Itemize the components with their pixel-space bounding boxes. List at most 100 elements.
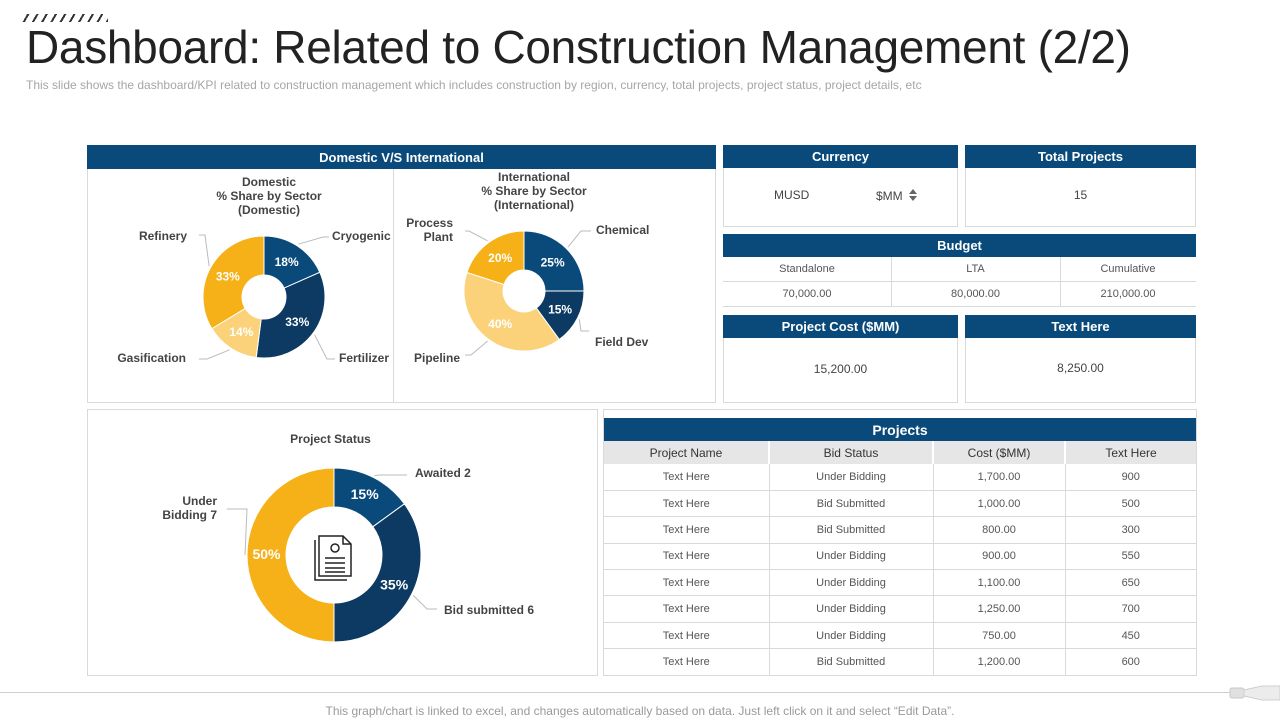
leader-line bbox=[199, 234, 210, 267]
category-label: Bidding 7 bbox=[162, 508, 217, 522]
leader-line bbox=[314, 334, 335, 360]
table-row: Text Here Under Bidding 750.00 450 bbox=[604, 622, 1196, 650]
data-label: 40% bbox=[488, 317, 512, 331]
total-projects-header: Total Projects bbox=[965, 145, 1196, 168]
decorative-hatch bbox=[20, 14, 108, 22]
projects-table: Project Name Bid Status Cost ($MM) Text … bbox=[604, 441, 1196, 676]
plug-icon bbox=[1229, 685, 1280, 701]
table-row: Text Here Under Bidding 1,250.00 700 bbox=[604, 595, 1196, 623]
data-label: 33% bbox=[216, 270, 240, 284]
international-donut-chart: 25% Chemical 15% Field Dev 40% Pipeline 20% Pro… bbox=[406, 216, 649, 365]
category-label: Cryogenic bbox=[332, 229, 391, 243]
col-cost: Cost ($MM) bbox=[933, 441, 1066, 464]
table-cell: Text Here bbox=[604, 622, 770, 650]
data-label: 50% bbox=[252, 546, 281, 562]
domestic-donut-chart: 18% Cryogenic 33% Fertilizer 14% Gasification… bbox=[117, 229, 391, 365]
currency-left-value: MUSD bbox=[774, 188, 810, 202]
panel-divider bbox=[393, 169, 394, 402]
table-cell: 600 bbox=[1065, 648, 1196, 676]
project-cost-header: Project Cost ($MM) bbox=[723, 315, 958, 338]
budget-cumulative-value: 210,000.00 bbox=[1100, 288, 1156, 300]
leader-line bbox=[567, 230, 591, 248]
table-cell: 900.00 bbox=[933, 543, 1066, 571]
table-cell: 800.00 bbox=[933, 516, 1066, 544]
document-icon bbox=[314, 535, 352, 581]
table-cell: 1,200.00 bbox=[933, 648, 1066, 676]
budget-col-cumulative: Cumulative bbox=[1100, 263, 1156, 275]
domestic-international-panel bbox=[87, 145, 716, 403]
leader-line bbox=[465, 230, 488, 242]
budget-col-standalone: Standalone bbox=[779, 263, 835, 275]
leader-line bbox=[578, 319, 589, 332]
currency-selector[interactable]: $MM bbox=[876, 188, 918, 203]
domestic-international-header: Domestic V/S International bbox=[87, 145, 716, 169]
table-cell: Text Here bbox=[604, 543, 770, 571]
table-row: Text Here Under Bidding 1,100.00 650 bbox=[604, 569, 1196, 597]
donut-slice bbox=[523, 230, 585, 292]
table-cell: 650 bbox=[1065, 569, 1196, 597]
col-bid-status: Bid Status bbox=[769, 441, 934, 464]
table-cell: 1,100.00 bbox=[933, 569, 1066, 597]
budget-header: Budget bbox=[723, 234, 1196, 257]
budget-lta-value: 80,000.00 bbox=[951, 288, 1000, 300]
donut-slice bbox=[255, 271, 326, 359]
table-cell: Bid Submitted bbox=[769, 516, 934, 544]
table-row: Text Here Bid Submitted 800.00 300 bbox=[604, 516, 1196, 544]
data-label: 18% bbox=[275, 255, 299, 269]
data-label: 14% bbox=[229, 325, 253, 339]
table-cell: Under Bidding bbox=[769, 464, 934, 491]
table-cell: Bid Submitted bbox=[769, 490, 934, 518]
sort-arrows-icon bbox=[909, 189, 918, 201]
category-label: Plant bbox=[424, 230, 453, 244]
category-label: Awaited 2 bbox=[415, 466, 471, 480]
donut-slice bbox=[202, 235, 265, 330]
category-label: Chemical bbox=[596, 223, 649, 237]
footer-note: This graph/chart is linked to excel, and… bbox=[325, 704, 955, 718]
leader-line bbox=[374, 474, 407, 477]
donut-slice bbox=[246, 467, 335, 643]
table-cell: 750.00 bbox=[933, 622, 1066, 650]
international-title: International % Share by Sector (Interna… bbox=[481, 170, 587, 212]
footer-line bbox=[0, 692, 1230, 693]
leader-line bbox=[199, 349, 230, 360]
budget-col-lta: LTA bbox=[966, 263, 985, 275]
table-cell: Under Bidding bbox=[769, 622, 934, 650]
table-cell: Text Here bbox=[604, 516, 770, 544]
text-here-value: 8,250.00 bbox=[1057, 361, 1104, 375]
leader-line bbox=[412, 595, 437, 610]
table-cell: Text Here bbox=[604, 595, 770, 623]
category-label: Field Dev bbox=[595, 335, 649, 349]
table-cell: Text Here bbox=[604, 648, 770, 676]
budget-bottom-border bbox=[723, 306, 1196, 307]
project-cost-value: 15,200.00 bbox=[813, 362, 868, 376]
col-project-name: Project Name bbox=[604, 441, 770, 464]
table-cell: 1,250.00 bbox=[933, 595, 1066, 623]
data-label: 35% bbox=[380, 577, 409, 593]
data-label: 15% bbox=[548, 302, 572, 316]
donut-slice bbox=[333, 503, 422, 643]
table-row: Text Here Bid Submitted 1,000.00 500 bbox=[604, 490, 1196, 518]
table-cell: 300 bbox=[1065, 516, 1196, 544]
table-cell: 700 bbox=[1065, 595, 1196, 623]
budget-row-divider bbox=[723, 281, 1196, 282]
category-label: Under bbox=[182, 494, 217, 508]
table-cell: Under Bidding bbox=[769, 569, 934, 597]
currency-right-value: $MM bbox=[876, 189, 903, 203]
category-label: Gasification bbox=[117, 351, 186, 365]
table-cell: 550 bbox=[1065, 543, 1196, 571]
table-cell: Text Here bbox=[604, 490, 770, 518]
project-status-title: Project Status bbox=[290, 432, 371, 446]
category-label: Pipeline bbox=[414, 351, 460, 365]
table-row: Text Here Under Bidding 900.00 550 bbox=[604, 543, 1196, 571]
data-label: 20% bbox=[488, 251, 512, 265]
data-label: 15% bbox=[351, 486, 380, 502]
text-here-header: Text Here bbox=[965, 315, 1196, 338]
projects-header: Projects bbox=[604, 418, 1196, 441]
table-cell: Under Bidding bbox=[769, 543, 934, 571]
page-title: Dashboard: Related to Construction Manag… bbox=[26, 21, 1131, 73]
table-cell: Text Here bbox=[604, 569, 770, 597]
budget-col-divider bbox=[1060, 257, 1061, 307]
table-cell: 500 bbox=[1065, 490, 1196, 518]
leader-line bbox=[465, 340, 488, 356]
data-label: 33% bbox=[285, 315, 309, 329]
